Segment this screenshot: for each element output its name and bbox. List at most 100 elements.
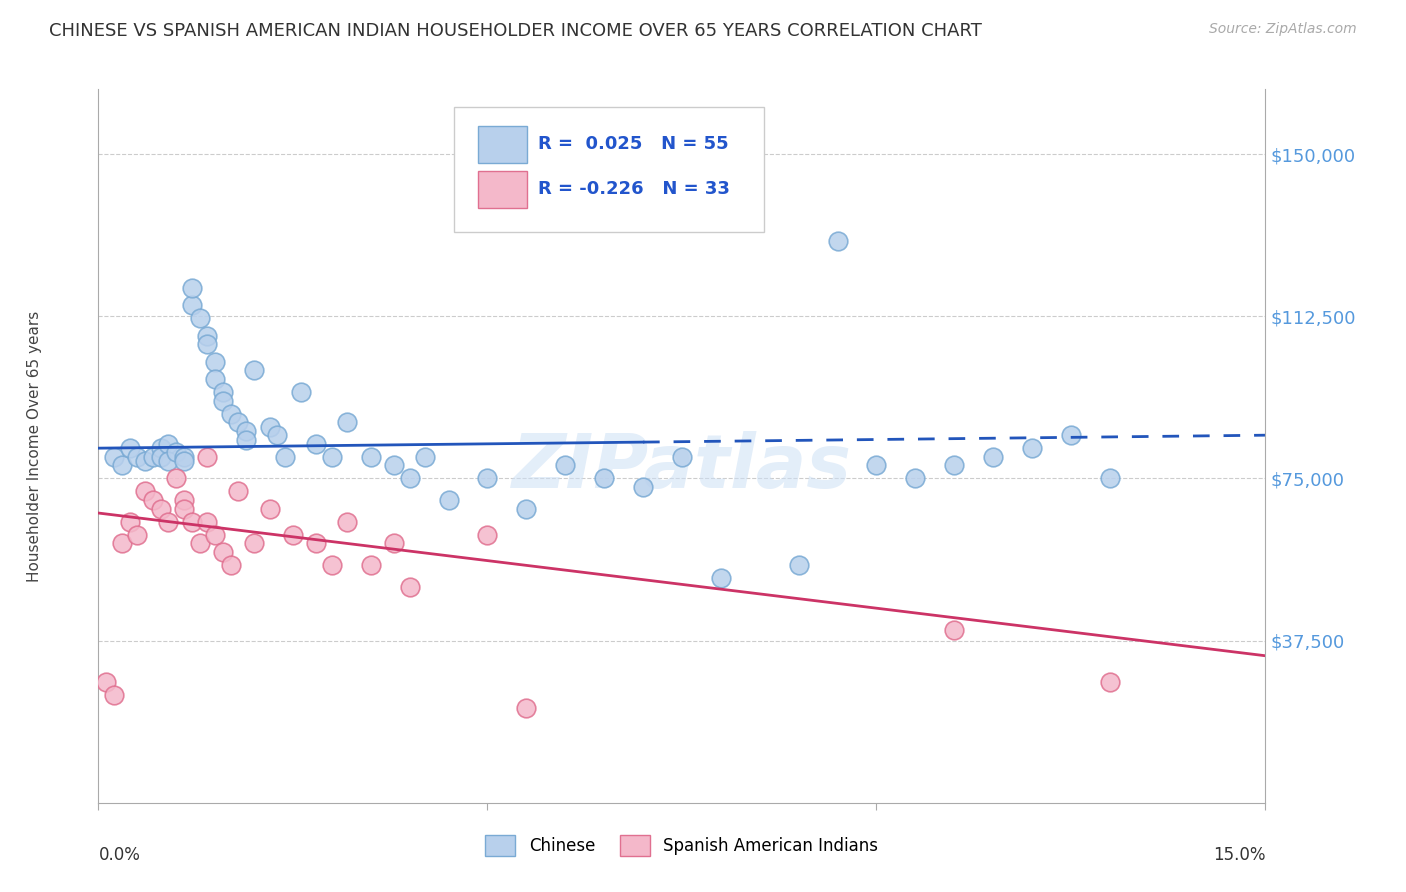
Point	[173, 493, 195, 508]
Point	[235, 424, 257, 438]
Point	[710, 571, 733, 585]
Point	[554, 458, 576, 473]
Point	[165, 445, 187, 459]
Point	[943, 458, 966, 473]
Point	[142, 450, 165, 464]
Point	[413, 450, 436, 464]
Point	[1021, 441, 1043, 455]
Point	[219, 407, 242, 421]
Point	[398, 471, 420, 485]
Point	[96, 674, 118, 689]
Point	[243, 536, 266, 550]
Point	[228, 484, 250, 499]
Point	[827, 234, 849, 248]
Point	[111, 536, 134, 550]
Point	[149, 450, 172, 464]
Point	[243, 363, 266, 377]
Point	[305, 536, 328, 550]
Point	[127, 527, 149, 541]
Point	[212, 545, 235, 559]
Point	[111, 458, 134, 473]
Point	[787, 558, 810, 572]
Point	[118, 441, 141, 455]
Point	[266, 428, 288, 442]
Text: 15.0%: 15.0%	[1213, 846, 1265, 863]
Point	[180, 298, 202, 312]
Point	[127, 450, 149, 464]
Point	[118, 515, 141, 529]
Point	[981, 450, 1004, 464]
Point	[274, 450, 297, 464]
Point	[321, 450, 343, 464]
Point	[1098, 471, 1121, 485]
Text: R =  0.025   N = 55: R = 0.025 N = 55	[538, 136, 728, 153]
Point	[204, 372, 226, 386]
Point	[212, 393, 235, 408]
Point	[173, 501, 195, 516]
Point	[235, 433, 257, 447]
Point	[382, 458, 405, 473]
Point	[195, 328, 218, 343]
Point	[259, 419, 281, 434]
Point	[188, 311, 211, 326]
Point	[631, 480, 654, 494]
Point	[305, 437, 328, 451]
Point	[943, 623, 966, 637]
Point	[336, 515, 359, 529]
Point	[173, 454, 195, 468]
Point	[157, 454, 180, 468]
Text: R = -0.226   N = 33: R = -0.226 N = 33	[538, 180, 730, 198]
Point	[103, 688, 125, 702]
Point	[259, 501, 281, 516]
Point	[1098, 674, 1121, 689]
FancyBboxPatch shape	[478, 126, 527, 162]
Point	[477, 527, 499, 541]
Point	[477, 471, 499, 485]
Point	[149, 441, 172, 455]
Point	[228, 415, 250, 429]
Point	[865, 458, 887, 473]
Text: Source: ZipAtlas.com: Source: ZipAtlas.com	[1209, 22, 1357, 37]
Point	[188, 536, 211, 550]
Point	[382, 536, 405, 550]
Point	[180, 281, 202, 295]
Point	[437, 493, 460, 508]
FancyBboxPatch shape	[478, 170, 527, 208]
Point	[103, 450, 125, 464]
Point	[281, 527, 304, 541]
Point	[195, 450, 218, 464]
Text: ZIPatlas: ZIPatlas	[512, 431, 852, 504]
Point	[515, 700, 537, 714]
Point	[219, 558, 242, 572]
Point	[157, 515, 180, 529]
Point	[360, 450, 382, 464]
Legend: Chinese, Spanish American Indians: Chinese, Spanish American Indians	[478, 829, 886, 863]
Point	[173, 450, 195, 464]
Point	[515, 501, 537, 516]
Point	[204, 527, 226, 541]
Point	[134, 484, 156, 499]
Point	[593, 471, 616, 485]
Point	[180, 515, 202, 529]
Point	[149, 501, 172, 516]
Point	[195, 515, 218, 529]
Point	[134, 454, 156, 468]
Point	[671, 450, 693, 464]
Text: Householder Income Over 65 years: Householder Income Over 65 years	[27, 310, 42, 582]
Point	[157, 437, 180, 451]
Point	[142, 493, 165, 508]
Point	[321, 558, 343, 572]
Point	[212, 384, 235, 399]
Point	[398, 580, 420, 594]
Point	[904, 471, 927, 485]
Point	[195, 337, 218, 351]
Text: CHINESE VS SPANISH AMERICAN INDIAN HOUSEHOLDER INCOME OVER 65 YEARS CORRELATION : CHINESE VS SPANISH AMERICAN INDIAN HOUSE…	[49, 22, 981, 40]
Point	[360, 558, 382, 572]
FancyBboxPatch shape	[454, 107, 763, 232]
Point	[204, 354, 226, 368]
Point	[336, 415, 359, 429]
Point	[165, 471, 187, 485]
Point	[290, 384, 312, 399]
Text: 0.0%: 0.0%	[98, 846, 141, 863]
Point	[1060, 428, 1083, 442]
